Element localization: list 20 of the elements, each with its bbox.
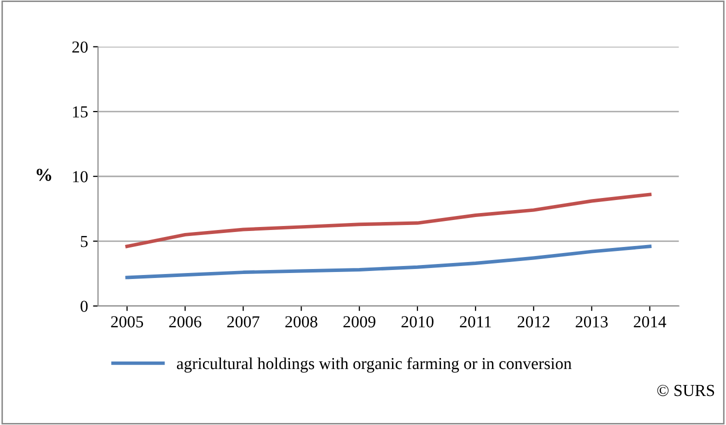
x-tick-label: 2014 <box>634 316 666 328</box>
x-tick-label: 2010 <box>402 316 434 328</box>
x-tick-label: 2006 <box>169 316 202 328</box>
x-tick-label: 2005 <box>111 316 144 328</box>
x-tick-label: 2012 <box>518 316 550 328</box>
y-tick-label: 0 <box>80 300 88 312</box>
x-tick-label: 2007 <box>227 316 260 328</box>
text: © SURS <box>657 384 714 396</box>
y-tick-label: 5 <box>80 236 88 248</box>
line-series <box>125 192 652 248</box>
legend-label: agricultural holdings with organic farming or in conversion <box>176 357 572 373</box>
y-tick-label: 15 <box>73 106 88 118</box>
line-series <box>125 244 652 280</box>
x-tick-label: 2008 <box>285 316 318 328</box>
x-tick-label: 2013 <box>576 316 608 328</box>
y-tick-label: 10 <box>73 171 88 182</box>
x-tick-label: 2009 <box>343 316 376 328</box>
y-tick-label: 20 <box>72 41 88 53</box>
x-tick-label: 2011 <box>460 316 491 328</box>
y-axis-title: % <box>36 168 52 181</box>
